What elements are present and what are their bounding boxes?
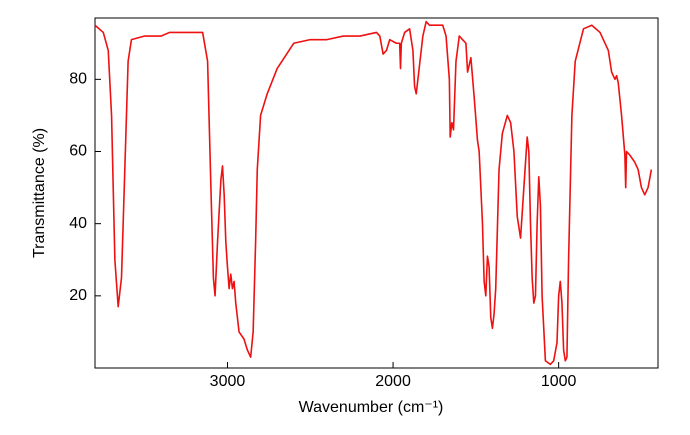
y-tick-label: 20 bbox=[69, 287, 87, 304]
x-axis-label: Wavenumber (cm⁻¹) bbox=[299, 399, 444, 416]
y-tick-label: 60 bbox=[69, 143, 87, 160]
y-tick-label: 40 bbox=[69, 215, 87, 232]
spectrum-line bbox=[94, 20, 653, 366]
y-axis-label: Transmittance (%) bbox=[31, 128, 48, 258]
plot-frame bbox=[94, 17, 659, 369]
x-tick-label: 3000 bbox=[210, 373, 246, 390]
x-tick-label: 1000 bbox=[541, 373, 577, 390]
y-tick-label: 80 bbox=[69, 71, 87, 88]
x-tick-label: 2000 bbox=[375, 373, 411, 390]
